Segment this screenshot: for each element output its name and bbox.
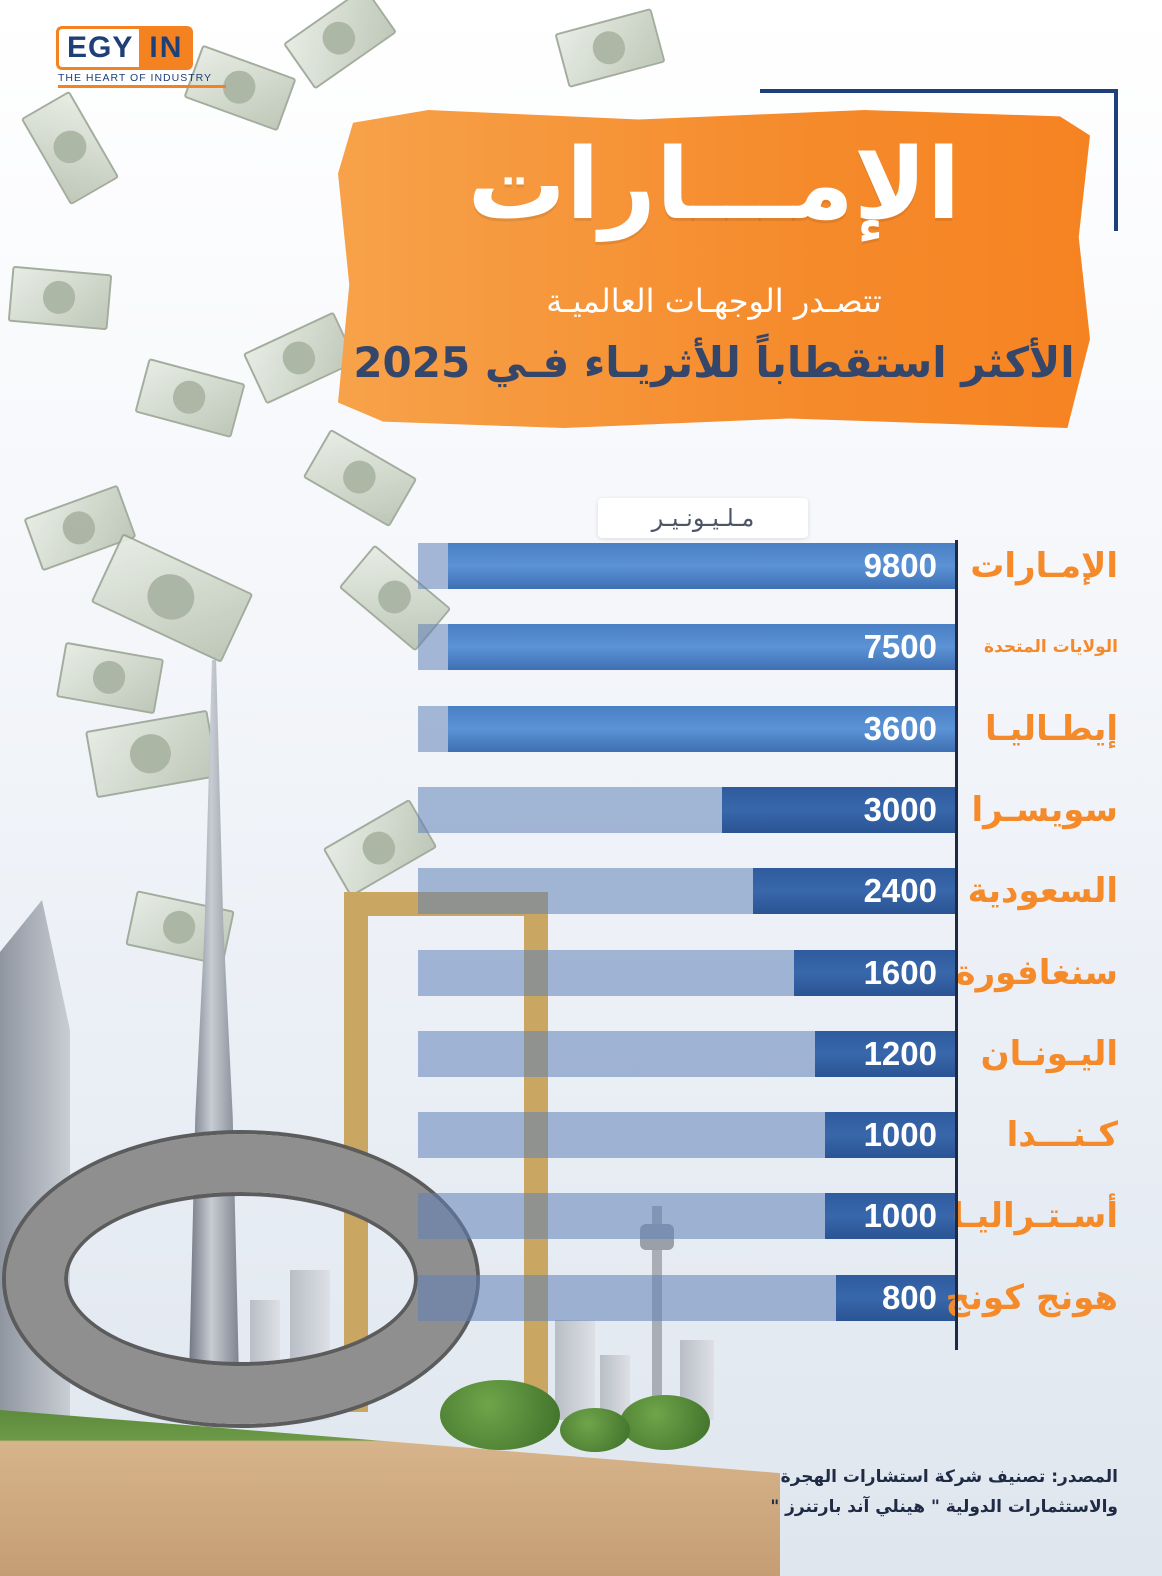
bar-value-label: 1000 bbox=[863, 1116, 937, 1153]
bar bbox=[825, 1193, 955, 1239]
category-label: كـنـــدا bbox=[1006, 1115, 1118, 1155]
unit-label: مـلـيـونـيـر bbox=[598, 498, 808, 538]
frame-line-horizontal bbox=[760, 89, 1118, 93]
title-banner bbox=[338, 110, 1090, 428]
bar-value-label: 9800 bbox=[863, 547, 937, 584]
bar bbox=[448, 624, 955, 670]
logo-wordmark: EGY IN bbox=[56, 26, 194, 70]
logo-in: IN bbox=[139, 26, 194, 70]
logo-tagline: THE HEART OF INDUSTRY bbox=[58, 72, 226, 88]
category-label: اليـونـان bbox=[980, 1034, 1118, 1074]
bar-value-label: 1000 bbox=[863, 1197, 937, 1234]
bar bbox=[752, 868, 955, 914]
category-label: الولايات المتحدة bbox=[984, 637, 1118, 657]
category-label: سويسـرا bbox=[971, 790, 1118, 830]
category-label: سنغافورة bbox=[955, 953, 1119, 993]
category-label: هونج كونج bbox=[945, 1278, 1118, 1318]
source-line-1: المصدر: تصنيف شركة استشارات الهجرة bbox=[780, 1467, 1118, 1487]
source-note: المصدر: تصنيف شركة استشارات الهجرة والاس… bbox=[720, 1462, 1118, 1522]
category-label: الإمـارات bbox=[970, 546, 1118, 586]
tree bbox=[560, 1408, 630, 1452]
tree bbox=[440, 1380, 560, 1450]
bar bbox=[448, 706, 955, 752]
brand-logo[interactable]: EGY IN THE HEART OF INDUSTRY bbox=[56, 26, 226, 88]
bar bbox=[448, 543, 955, 589]
bar bbox=[814, 1031, 955, 1077]
bar bbox=[825, 1112, 955, 1158]
bar-value-label: 3600 bbox=[863, 710, 937, 747]
logo-egy: EGY bbox=[56, 26, 140, 70]
page-title: الإمـــارات bbox=[467, 128, 961, 242]
bar bbox=[835, 1275, 955, 1321]
building bbox=[555, 1320, 595, 1420]
bar-value-label: 7500 bbox=[863, 628, 937, 665]
tree bbox=[620, 1395, 710, 1450]
category-label: إيطـاليـا bbox=[985, 709, 1118, 749]
source-line-2: والاستثمارات الدولية " هينلي آند بارتنرز… bbox=[770, 1497, 1118, 1517]
subtitle-line-2: الأكثر استقطاباً للأثريـاء فـي 2025 bbox=[353, 338, 1075, 387]
bar-value-label: 1600 bbox=[863, 954, 937, 991]
bar-value-label: 3000 bbox=[863, 791, 937, 828]
bar-value-label: 800 bbox=[881, 1279, 937, 1316]
category-label: أسـتـراليـا bbox=[951, 1196, 1118, 1236]
frame-line-vertical bbox=[1114, 89, 1118, 231]
category-label: السعودية bbox=[967, 871, 1118, 911]
chart-axis bbox=[955, 540, 958, 1350]
subtitle-line-1: تتصـدر الوجهـات العالميـة bbox=[546, 282, 882, 320]
bar bbox=[794, 950, 955, 996]
bar bbox=[721, 787, 955, 833]
bar-value-label: 2400 bbox=[863, 872, 937, 909]
bar-value-label: 1200 bbox=[863, 1035, 937, 1072]
